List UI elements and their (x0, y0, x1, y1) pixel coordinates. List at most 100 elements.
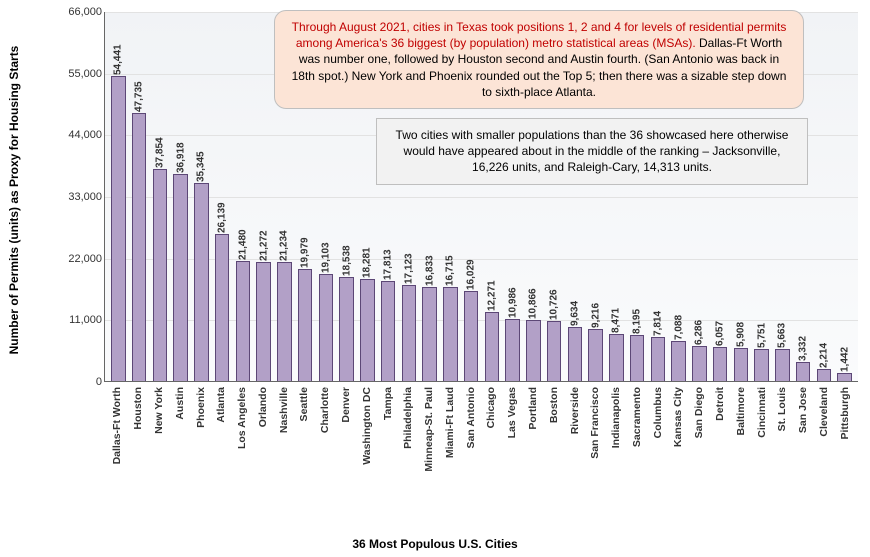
x-tick-label: St. Louis (776, 387, 788, 431)
bar-value-label: 8,471 (611, 307, 622, 332)
x-tick-label: Washington DC (361, 387, 373, 465)
callout-primary: Through August 2021, cities in Texas too… (274, 10, 804, 109)
bar-value-label: 5,751 (756, 323, 767, 348)
bar: 16,715 (443, 287, 458, 381)
bar-value-label: 1,442 (839, 347, 850, 372)
x-tick-label: Minneap-St. Paul (423, 387, 435, 472)
bar-value-label: 54,441 (113, 44, 124, 75)
bar: 21,272 (256, 262, 271, 381)
bar-value-label: 6,057 (715, 321, 726, 346)
bar-value-label: 6,286 (694, 320, 705, 345)
x-axis-label: 36 Most Populous U.S. Cities (352, 537, 517, 551)
bar-slot: 37,854 (150, 12, 171, 381)
x-tick-label: Baltimore (735, 387, 747, 435)
bar: 6,286 (692, 346, 707, 381)
bar-value-label: 9,216 (590, 303, 601, 328)
y-tick-label: 22,000 (58, 253, 102, 265)
bar-value-label: 16,715 (445, 256, 456, 287)
bar: 17,123 (402, 285, 417, 381)
bar-value-label: 18,538 (341, 245, 352, 276)
bar-value-label: 7,088 (673, 315, 684, 340)
x-tick-label: Indianapolis (610, 387, 622, 448)
x-tick-label: Boston (548, 387, 560, 423)
x-tick-label: Riverside (569, 387, 581, 434)
bar: 9,216 (588, 329, 603, 381)
bar-slot: 54,441 (108, 12, 129, 381)
x-tick-label: San Antonio (465, 387, 477, 448)
bar: 47,735 (132, 113, 147, 381)
bar: 19,979 (298, 269, 313, 381)
x-tick-label: Austin (174, 387, 186, 420)
bar-slot: 47,735 (129, 12, 150, 381)
x-tick-label: Dallas-Ft Worth (111, 387, 123, 464)
x-tick-label: San Francisco (589, 387, 601, 459)
y-tick-label: 11,000 (58, 314, 102, 326)
bar: 5,908 (734, 348, 749, 381)
bar-value-label: 5,663 (777, 323, 788, 348)
x-tick-label: Atlanta (215, 387, 227, 423)
y-tick-label: 0 (58, 376, 102, 388)
bar-value-label: 12,271 (486, 281, 497, 312)
bar: 10,726 (547, 321, 562, 381)
bar: 19,103 (319, 274, 334, 381)
bar-slot: 21,480 (233, 12, 254, 381)
x-tick-label: Phoenix (195, 387, 207, 428)
bar: 6,057 (713, 347, 728, 381)
bar-value-label: 5,908 (735, 322, 746, 347)
x-tick-label: Portland (527, 387, 539, 430)
bar-slot: 1,442 (834, 12, 855, 381)
bar-slot: 2,214 (814, 12, 835, 381)
x-tick-label: Seattle (298, 387, 310, 421)
bar: 37,854 (153, 169, 168, 381)
x-tick-label: Houston (132, 387, 144, 430)
bar-value-label: 2,214 (818, 343, 829, 368)
bar: 8,471 (609, 334, 624, 381)
x-tick-label: Las Vegas (506, 387, 518, 438)
bar-value-label: 19,103 (320, 242, 331, 273)
x-tick-label: Los Angeles (236, 387, 248, 449)
bar-value-label: 21,272 (258, 230, 269, 261)
bar: 18,538 (339, 277, 354, 381)
bar: 7,088 (671, 341, 686, 381)
bar-value-label: 16,833 (424, 255, 435, 286)
y-tick-label: 66,000 (58, 6, 102, 18)
x-tick-label: Orlando (257, 387, 269, 427)
x-tick-label: Cincinnati (756, 387, 768, 438)
bar-value-label: 10,726 (549, 289, 560, 320)
x-tick-label: Nashville (278, 387, 290, 433)
bar: 36,918 (173, 174, 188, 381)
bar-value-label: 19,979 (300, 237, 311, 268)
y-axis-label: Number of Permits (units) as Proxy for H… (7, 46, 21, 355)
bar: 21,480 (236, 261, 251, 381)
y-tick-label: 55,000 (58, 68, 102, 80)
bar-value-label: 36,918 (175, 142, 186, 173)
x-tick-label: Pittsburgh (839, 387, 851, 440)
bar: 5,663 (775, 349, 790, 381)
bar: 3,332 (796, 362, 811, 381)
bar-slot: 35,345 (191, 12, 212, 381)
x-tick-label: Detroit (714, 387, 726, 421)
y-tick-label: 33,000 (58, 191, 102, 203)
x-tick-label: San Jose (797, 387, 809, 433)
x-tick-label: Miami-Ft Laud (444, 387, 456, 458)
bar-value-label: 8,195 (632, 309, 643, 334)
bar-value-label: 21,234 (279, 230, 290, 261)
x-tick-label: Tampa (382, 387, 394, 420)
bar: 35,345 (194, 183, 209, 381)
callout-secondary: Two cities with smaller populations than… (376, 118, 808, 185)
bar: 2,214 (817, 369, 832, 381)
bar-value-label: 17,813 (383, 250, 394, 281)
bar: 10,866 (526, 320, 541, 381)
x-tick-label: Kansas City (672, 387, 684, 447)
bar-value-label: 3,332 (798, 336, 809, 361)
x-tick-label: Chicago (485, 387, 497, 428)
bar-value-label: 18,281 (362, 247, 373, 278)
y-tick-label: 44,000 (58, 129, 102, 141)
bar-value-label: 47,735 (134, 82, 145, 113)
x-tick-label: Columbus (652, 387, 664, 438)
bar-value-label: 21,480 (237, 229, 248, 260)
bar: 17,813 (381, 281, 396, 381)
bar: 8,195 (630, 335, 645, 381)
bar-value-label: 26,139 (217, 203, 228, 234)
callout-secondary-body: Two cities with smaller populations than… (396, 128, 789, 174)
